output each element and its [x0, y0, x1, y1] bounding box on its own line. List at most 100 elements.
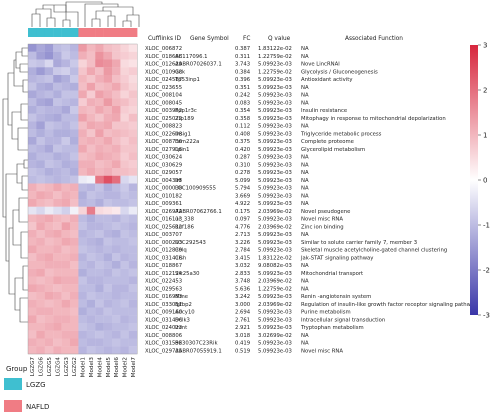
heatmap-cell: [70, 129, 79, 138]
heatmap-cell: [44, 346, 54, 355]
fold-change: 0.387: [235, 46, 250, 52]
heatmap-cell: [28, 98, 37, 107]
table-header: Associated Function: [345, 36, 403, 42]
cufflinks-id: XLOC_029563: [145, 286, 182, 292]
heatmap-cell: [103, 222, 113, 231]
heatmap-cell: [53, 284, 62, 293]
heatmap-cell: [78, 175, 87, 184]
scale-tick-label: 1: [483, 132, 487, 140]
heatmap-cell: [53, 137, 62, 145]
heatmap-cell: [128, 67, 138, 76]
heatmap-cell: [128, 113, 138, 122]
heatmap-cell: [128, 307, 138, 316]
fold-change: 0.354: [235, 108, 251, 114]
sample-label: LGZG2: [72, 357, 78, 376]
heatmap-cell: [53, 307, 62, 316]
cufflinks-id: XLOC_008823: [145, 124, 182, 130]
heatmap-cell: [128, 245, 138, 254]
gene-symbol: Insig1: [175, 131, 191, 137]
cufflinks-id: XLOC_024023: [145, 325, 182, 331]
heatmap-cell: [70, 144, 79, 153]
heatmap-cell: [44, 121, 54, 130]
gene-symbol: AC117096.1: [175, 54, 208, 60]
q-value: 2.03969e-02: [258, 302, 292, 308]
gene-symbol: B230307C23Rik: [175, 341, 218, 347]
fold-change: 0.083: [235, 100, 250, 106]
heatmap-cell: [28, 160, 37, 169]
cufflinks-id: XLOC_000293: [145, 240, 182, 246]
associated-function: Nove LincRNAl: [301, 62, 340, 68]
heatmap-cell: [53, 237, 62, 246]
q-value: 5.09923e-03: [258, 217, 292, 223]
heatmap-cell: [61, 230, 71, 238]
gene-symbol: Adcy10: [175, 310, 195, 316]
associated-function: NA: [301, 186, 309, 192]
heatmap-cell: [53, 152, 62, 161]
heatmap-cell: [53, 175, 62, 184]
heatmap-cell: [95, 199, 104, 207]
cufflinks-id: XLOC_000038: [145, 186, 183, 192]
heatmap-cell: [61, 44, 71, 52]
heatmap-cell: [36, 253, 45, 262]
heatmap-cell: [128, 199, 138, 207]
heatmap-cell: [70, 67, 79, 76]
heatmap-cell: [103, 323, 113, 331]
heatmap-cell: [128, 315, 138, 324]
heatmap-cell: [128, 152, 138, 161]
heatmap-cell: [128, 160, 138, 169]
heatmap-cell: [128, 261, 138, 269]
heatmap-cell: [70, 268, 79, 277]
heatmap-cell: [103, 67, 113, 76]
heatmap-cell: [112, 237, 121, 246]
heatmap-cell: [95, 160, 104, 169]
heatmap-cell: [36, 59, 45, 68]
heatmap-cell: [86, 307, 96, 316]
heatmap-cell: [120, 191, 129, 200]
associated-function: Novel misc RNA: [301, 348, 343, 354]
cufflinks-id: XLOC_018668: [145, 54, 183, 60]
heatmap-cell: [53, 230, 62, 238]
heatmap-cell: [95, 144, 104, 153]
heatmap-cell: [103, 152, 113, 161]
heatmap-cell: [112, 199, 121, 207]
gene-symbol: Cish: [175, 255, 186, 261]
heatmap-cell: [120, 113, 129, 122]
cufflinks-id: XLOC_016113: [145, 217, 182, 223]
table-header: FC: [243, 36, 250, 42]
heatmap-cell: [61, 160, 71, 169]
heatmap-cell: [95, 276, 104, 285]
heatmap-cell: [128, 168, 138, 176]
heatmap-cell: [53, 82, 62, 91]
heatmap-cell: [28, 144, 37, 153]
heatmap-cell: [103, 90, 113, 99]
heatmap-cell: [112, 245, 121, 254]
fold-change: 3.743: [235, 62, 250, 68]
heatmap-cell: [53, 299, 62, 308]
heatmap-cell: [86, 222, 96, 231]
heatmap-cell: [128, 346, 138, 355]
heatmap-cell: [112, 214, 121, 223]
heatmap-cell: [112, 261, 121, 269]
heatmap-cell: [44, 160, 54, 169]
heatmap-cell: [95, 222, 104, 231]
heatmap-cell: [44, 75, 54, 83]
heatmap-cell: [112, 90, 121, 99]
heatmap-cell: [112, 338, 121, 347]
heatmap-cell: [36, 144, 45, 153]
associated-function: NA: [301, 124, 309, 130]
heatmap-cell: [61, 253, 71, 262]
heatmap-cell: [70, 323, 79, 331]
fold-change: 0.242: [235, 93, 250, 99]
heatmap-cell: [95, 299, 104, 308]
heatmap-cell: [61, 51, 71, 60]
q-value: 5.09923e-03: [258, 108, 292, 114]
heatmap-cell: [120, 75, 129, 83]
heatmap-cell: [95, 44, 104, 52]
heatmap-cell: [86, 284, 96, 293]
heatmap-cell: [112, 82, 121, 91]
heatmap-cell: [120, 82, 129, 91]
heatmap-cell: [44, 284, 54, 293]
heatmap-cell: [78, 299, 87, 308]
fold-change: 5.794: [235, 186, 251, 192]
heatmap-cell: [28, 346, 37, 355]
